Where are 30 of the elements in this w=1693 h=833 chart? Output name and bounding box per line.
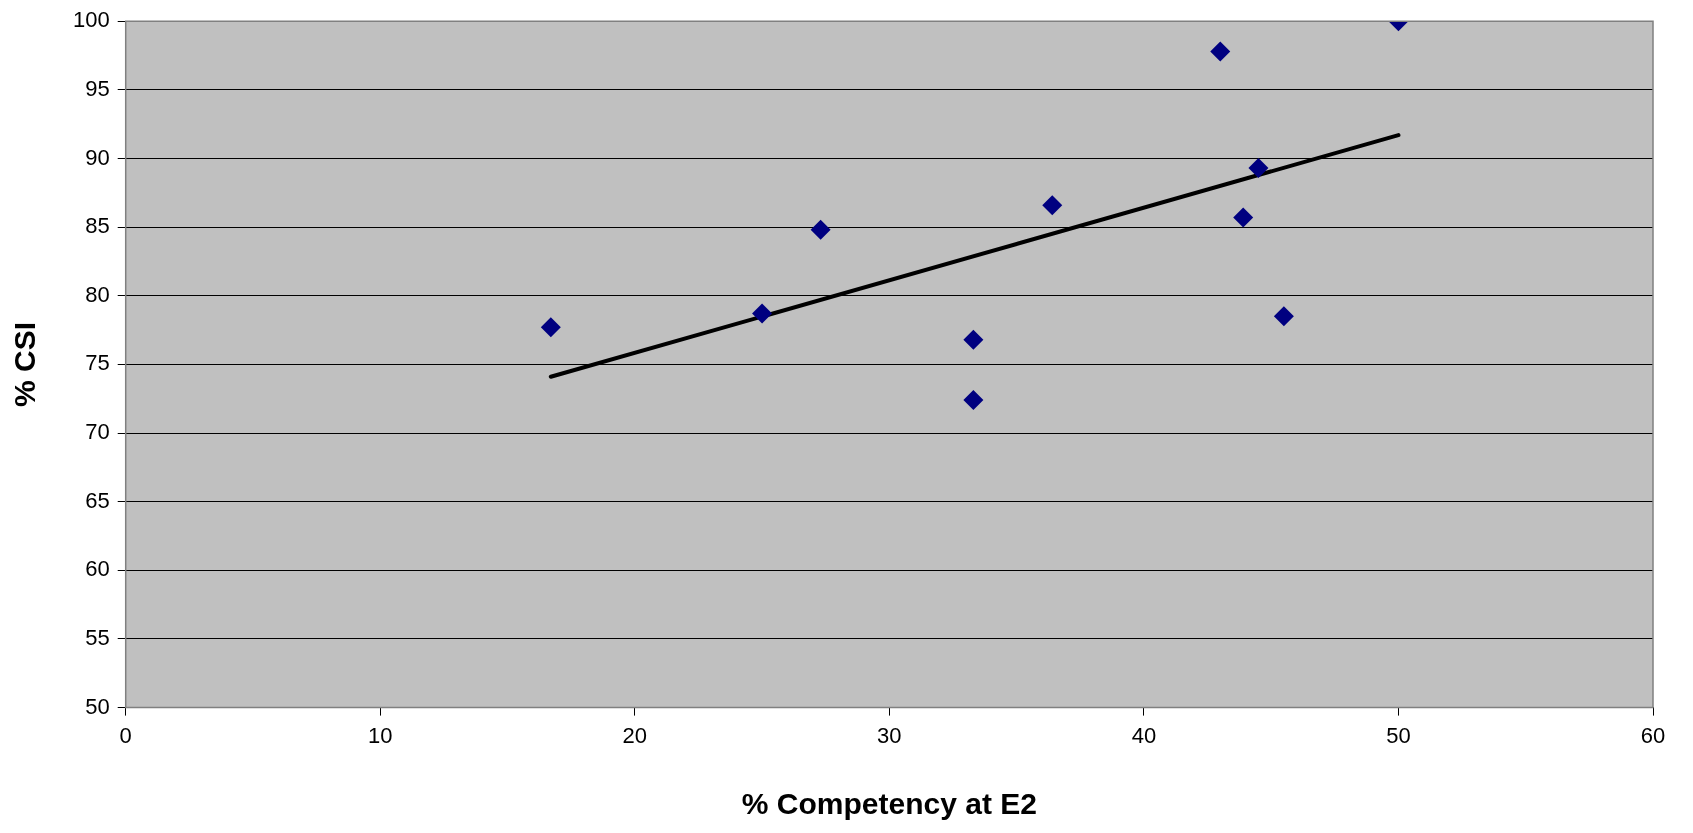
y-tick-label: 80	[85, 281, 110, 307]
point	[1210, 41, 1231, 62]
x-tick-label: 20	[622, 722, 648, 748]
y-tick-label: 100	[72, 7, 110, 33]
point	[1233, 207, 1254, 228]
y-tick-label: 65	[85, 487, 110, 513]
x-tick-label: 10	[368, 722, 393, 748]
y-tick-label: 95	[85, 75, 110, 101]
x-tick-label: 50	[1386, 722, 1411, 748]
y-tick-label: 70	[85, 419, 110, 445]
x-tick-label: 0	[119, 722, 132, 748]
y-tick-label: 85	[85, 213, 110, 239]
point	[540, 317, 561, 338]
x-tick-label: 30	[877, 722, 902, 748]
y-tick-label: 60	[85, 556, 110, 582]
x-axis-title: % Competency at E2	[741, 787, 1037, 821]
y-tick-label: 50	[85, 693, 110, 719]
point	[1042, 195, 1063, 216]
y-tick-label: 90	[85, 144, 110, 170]
point	[963, 390, 984, 411]
point	[752, 303, 773, 324]
point	[1273, 306, 1294, 327]
point	[1248, 158, 1269, 179]
point	[963, 329, 984, 350]
y-axis-title: % CSI	[8, 321, 42, 407]
x-tick-label: 40	[1131, 722, 1157, 748]
point	[810, 219, 831, 240]
y-tick-label: 75	[85, 350, 110, 376]
x-tick-label: 60	[1640, 722, 1666, 748]
y-tick-label: 55	[85, 625, 110, 651]
